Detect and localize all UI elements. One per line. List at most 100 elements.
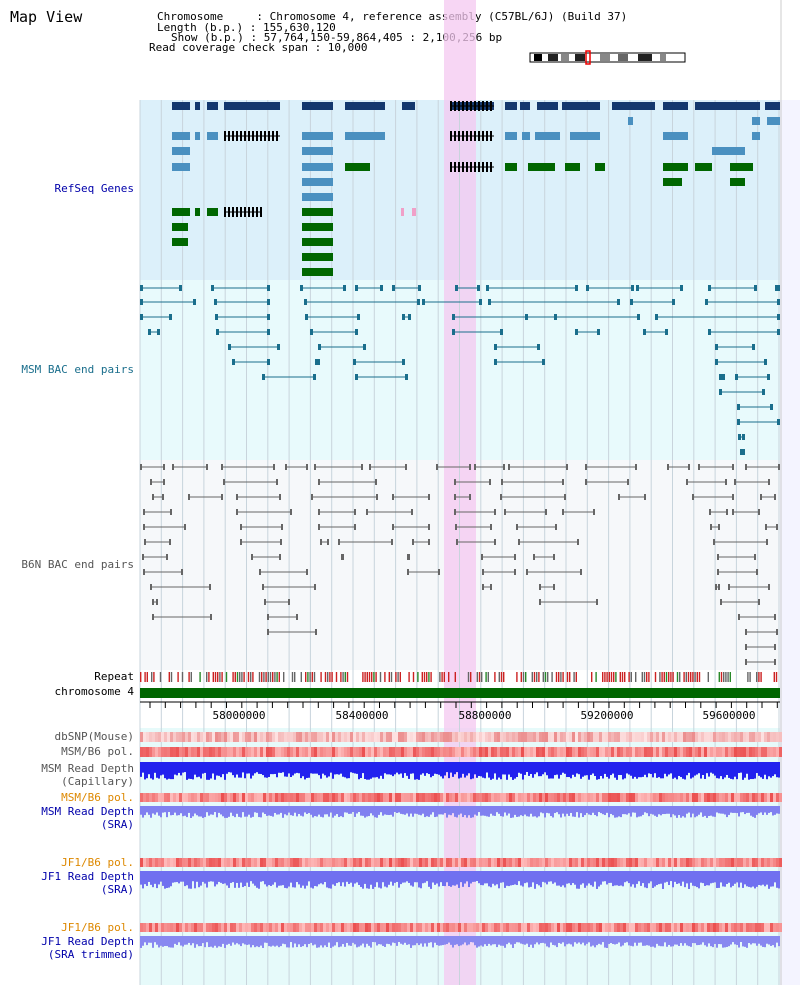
- jf1-depth-sra-bar: [366, 871, 368, 889]
- jf1-depth-sra-bar: [318, 871, 320, 885]
- msm-read-depth-cap-label[interactable]: MSM Read Depth: [41, 762, 134, 775]
- msm-depth-capillary-bar: [674, 762, 676, 778]
- msm-b6-pol-sra-strip: [248, 793, 251, 802]
- msm-end: [310, 329, 313, 335]
- repeat-mark: [498, 672, 500, 682]
- jf1-depth-trim-bar: [768, 936, 770, 945]
- repeat-mark: [610, 672, 613, 682]
- jf1-b6-pol-label[interactable]: JF1/B6 pol.: [61, 856, 134, 869]
- msm-depth-capillary-bar: [328, 762, 330, 777]
- msm-depth-capillary-bar: [546, 762, 548, 776]
- msm-b6-pol-sra-strip: [329, 793, 332, 802]
- jf1-depth-sra-bar: [178, 871, 180, 884]
- msm-bac-label[interactable]: MSM BAC end pairs: [21, 363, 134, 376]
- b6n-end: [745, 629, 747, 635]
- gene-exon-black: [248, 131, 250, 141]
- jf1-b6-pol-strip: [767, 858, 770, 867]
- msm-end: [586, 285, 589, 291]
- msm-b6-pol-strip: [254, 747, 257, 757]
- msm-depth-sra-bar: [236, 806, 238, 814]
- jf1-depth-sra-bar: [394, 871, 396, 883]
- jf1-depth-trim-bar: [668, 936, 670, 945]
- gene-exon-black: [458, 131, 460, 141]
- jf1-b6-pol-strip: [200, 858, 203, 867]
- msm-depth-sra-bar: [416, 806, 418, 814]
- msm-depth-capillary-bar: [644, 762, 646, 775]
- msm-depth-sra-bar: [630, 806, 632, 817]
- msm-depth-capillary-bar: [498, 762, 500, 778]
- jf1-depth-sra-bar: [306, 871, 308, 886]
- b6n-end: [500, 494, 502, 500]
- msm-b6-pol-label[interactable]: MSM/B6 pol.: [61, 745, 134, 758]
- dbsnp-strip: [518, 732, 521, 742]
- jf1-b6-pol-strip: [770, 858, 773, 867]
- repeat-mark: [346, 672, 349, 682]
- chromosome-bar: [140, 688, 780, 698]
- msm-b6-pol-sra-strip: [224, 793, 227, 802]
- msm-end: [353, 359, 356, 365]
- msm-b6-pol-sra-strip: [287, 793, 290, 802]
- repeat-mark: [373, 672, 375, 682]
- dbsnp-label[interactable]: dbSNP(Mouse): [54, 730, 134, 743]
- gene-exon-black: [244, 131, 246, 141]
- msm-depth-capillary-bar: [602, 762, 604, 779]
- msm-depth-capillary-bar: [454, 762, 456, 775]
- msm-b6-pol-strip: [398, 747, 401, 757]
- jf1-depth-sra-bar: [350, 871, 352, 883]
- msm-depth-capillary-bar: [758, 762, 760, 776]
- msm-b6-pol-sra-label[interactable]: MSM/B6 pol.: [61, 791, 134, 804]
- repeat-mark: [241, 672, 243, 682]
- jf1-b6-pol-strip: [215, 858, 218, 867]
- msm-b6-pol-sra-strip: [161, 793, 164, 802]
- msm-end: [357, 314, 360, 320]
- jf1-b6-pol-strip: [371, 858, 374, 867]
- jf1-depth-trim-bar: [692, 936, 694, 944]
- msm-b6-pol-sra-strip: [284, 793, 287, 802]
- msm-end: [148, 329, 151, 335]
- msm-end: [355, 285, 358, 291]
- b6n-end: [580, 569, 582, 575]
- jf1-read-depth-trim-label[interactable]: JF1 Read Depth: [41, 935, 134, 948]
- repeat-mark: [668, 672, 670, 682]
- jf1-b6-pol-trim-strip: [209, 923, 212, 932]
- dbsnp-strip: [647, 732, 650, 742]
- msm-depth-sra-bar: [166, 806, 168, 818]
- dbsnp-strip: [389, 732, 392, 742]
- jf1-depth-trim-bar: [414, 936, 416, 946]
- msm-end: [214, 299, 217, 305]
- msm-depth-capillary-bar: [336, 762, 338, 775]
- jf1-b6-pol-trim-strip: [497, 923, 500, 932]
- jf1-b6-pol-trim-label[interactable]: JF1/B6 pol.: [61, 921, 134, 934]
- b6n-bac-label[interactable]: B6N BAC end pairs: [21, 558, 134, 571]
- jf1-read-depth-sra-label[interactable]: JF1 Read Depth: [41, 870, 134, 883]
- msm-depth-capillary-bar: [422, 762, 424, 774]
- jf1-b6-pol-trim-strip: [533, 923, 536, 932]
- msm-depth-sra-bar: [734, 806, 736, 813]
- dbsnp-strip: [662, 732, 665, 742]
- msm-read-depth-sra-label[interactable]: MSM Read Depth: [41, 805, 134, 818]
- gene-exon: [302, 268, 333, 276]
- repeat-label: Repeat: [94, 670, 134, 683]
- refseq-genes-label[interactable]: RefSeq Genes: [54, 182, 134, 195]
- jf1-b6-pol-trim-strip: [353, 923, 356, 932]
- msm-b6-pol-sra-strip: [203, 793, 206, 802]
- msm-end: [777, 419, 780, 425]
- msm-b6-pol-sra-strip: [686, 793, 689, 802]
- msm-depth-capillary-bar: [640, 762, 642, 778]
- msm-depth-sra-bar: [682, 806, 684, 817]
- repeat-mark: [368, 672, 371, 682]
- jf1-b6-pol-strip: [434, 858, 437, 867]
- jf1-depth-sra-bar: [618, 871, 620, 886]
- msm-b6-pol-strip: [422, 747, 425, 757]
- b6n-end: [354, 509, 356, 515]
- jf1-depth-trim-bar: [442, 936, 444, 946]
- jf1-depth-trim-bar: [546, 936, 548, 947]
- msm-b6-pol-strip: [446, 747, 449, 757]
- msm-depth-sra-bar: [502, 806, 504, 817]
- msm-depth-capillary-bar: [428, 762, 430, 775]
- jf1-b6-pol-strip: [386, 858, 389, 867]
- msm-depth-capillary-bar: [310, 762, 312, 774]
- msm-depth-sra-bar: [208, 806, 210, 816]
- jf1-depth-trim-bar: [412, 936, 414, 946]
